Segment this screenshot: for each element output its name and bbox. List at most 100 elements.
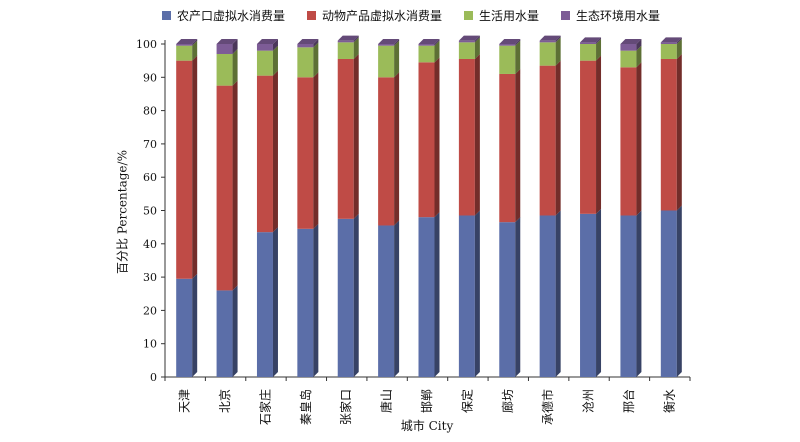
- bar-segment: [660, 58, 677, 211]
- bar-segment-side: [232, 80, 238, 291]
- legend-swatch-ecological: [561, 10, 571, 20]
- legend-label-animal: 动物产品虚拟水消费量: [322, 8, 443, 23]
- bar-segment: [378, 225, 395, 377]
- bar-segment: [620, 50, 637, 68]
- bar-segment-side: [192, 40, 198, 61]
- bar-segment: [256, 44, 273, 51]
- bar-segment-side: [596, 37, 602, 44]
- bar-segment-side: [676, 53, 682, 211]
- legend-swatch-crop: [162, 10, 171, 20]
- bar-segment-side: [555, 37, 561, 66]
- bar-segment-side: [636, 62, 642, 216]
- bar-segment-top: [499, 39, 521, 44]
- bar-segment-side: [474, 53, 480, 216]
- bar-segment-top: [660, 37, 682, 43]
- bar-segment-side: [474, 210, 480, 377]
- bar-segment: [297, 47, 314, 78]
- legend-swatch-domestic: [464, 10, 474, 20]
- bar-segment: [256, 50, 273, 76]
- bar-segment: [216, 44, 233, 54]
- x-axis-title: 城市 City: [400, 419, 454, 433]
- x-tick-label: 邢台: [621, 389, 636, 413]
- bar-segment: [499, 45, 516, 74]
- bar-segment-top: [176, 39, 198, 44]
- bar-segment: [660, 44, 677, 59]
- bar-segment-side: [192, 39, 198, 46]
- y-axis-title: 百分比 Percentage/%: [115, 150, 130, 274]
- legend-item-crop: 农产口虚拟水消费量: [162, 6, 285, 24]
- bar-segment: [539, 65, 556, 216]
- bar-segment-top: [458, 35, 480, 41]
- bar-segment: [337, 218, 354, 377]
- bar-segment-side: [434, 40, 440, 63]
- bar-segment-side: [313, 39, 319, 48]
- bar-segment: [499, 44, 516, 46]
- bar-segment-side: [636, 45, 642, 68]
- y-tick-label: 30: [143, 271, 157, 284]
- legend-item-domestic: 生活用水量: [464, 6, 539, 24]
- bar-segment: [620, 67, 637, 216]
- bar-segment: [418, 217, 435, 377]
- bar-segment: [418, 62, 435, 218]
- bar-segment: [256, 232, 273, 377]
- legend: 农产口虚拟水消费量 动物产品虚拟水消费量 生活用水量 生态环境用水量: [162, 6, 682, 24]
- bar-segment-top: [378, 39, 400, 44]
- bar-segment-side: [313, 223, 319, 377]
- bar-segment: [580, 60, 597, 214]
- bar-segment-side: [596, 39, 602, 61]
- bar-segment: [458, 58, 475, 216]
- x-tick-label: 张家口: [338, 389, 353, 425]
- bar-segment: [176, 278, 193, 377]
- bar-segment-side: [515, 68, 521, 223]
- bar-segment: [378, 45, 395, 78]
- legend-label-crop: 农产口虚拟水消费量: [177, 8, 286, 23]
- bar-segment-side: [676, 37, 682, 44]
- bar-segment-side: [313, 72, 319, 229]
- bar-segment: [216, 53, 233, 86]
- bar-segment-side: [394, 220, 400, 377]
- y-tick-label: 0: [150, 371, 157, 384]
- bar-segment-top: [539, 35, 561, 41]
- bar-segment-side: [353, 35, 359, 43]
- bar-segment-side: [394, 39, 400, 46]
- bar-segment: [418, 45, 435, 63]
- bar-segment-side: [353, 37, 359, 59]
- bar-segment: [620, 215, 637, 377]
- legend-swatch-animal: [307, 10, 317, 20]
- bar-segment-side: [434, 39, 440, 46]
- bar-segment: [539, 42, 556, 66]
- bar-segment: [580, 213, 597, 377]
- bar-segment: [337, 40, 354, 43]
- bar-segment-side: [636, 39, 642, 51]
- bar-segment-side: [434, 212, 440, 377]
- bar-segment-side: [192, 273, 198, 377]
- bar-segment-side: [272, 39, 278, 51]
- bar-segment: [458, 40, 475, 43]
- y-tick-label: 80: [143, 105, 157, 118]
- y-tick-label: 40: [143, 238, 157, 251]
- x-tick-label: 秦皇岛: [298, 389, 313, 425]
- y-tick-label: 50: [143, 205, 157, 218]
- legend-label-domestic: 生活用水量: [479, 8, 540, 23]
- bar-segment: [660, 210, 677, 377]
- bar-segment-side: [515, 39, 521, 46]
- bar-segment-side: [394, 72, 400, 226]
- bar-segment-side: [676, 39, 682, 59]
- x-tick-label: 保定: [459, 389, 474, 413]
- bar-segment-side: [313, 42, 319, 78]
- x-tick-label: 承德市: [540, 389, 555, 425]
- bar-segment-top: [256, 39, 278, 44]
- bar-segment: [539, 40, 556, 43]
- bar-segment-side: [353, 53, 359, 219]
- bar-segment: [297, 77, 314, 229]
- bar-segment-side: [232, 48, 238, 86]
- bar-segment-side: [474, 37, 480, 59]
- y-tick-label: 20: [143, 304, 157, 317]
- bar-segment-side: [192, 55, 198, 279]
- bar-segment-side: [596, 55, 602, 214]
- bar-segment-side: [676, 205, 682, 377]
- bar-segment-side: [272, 45, 278, 76]
- bar-segment-side: [515, 217, 521, 377]
